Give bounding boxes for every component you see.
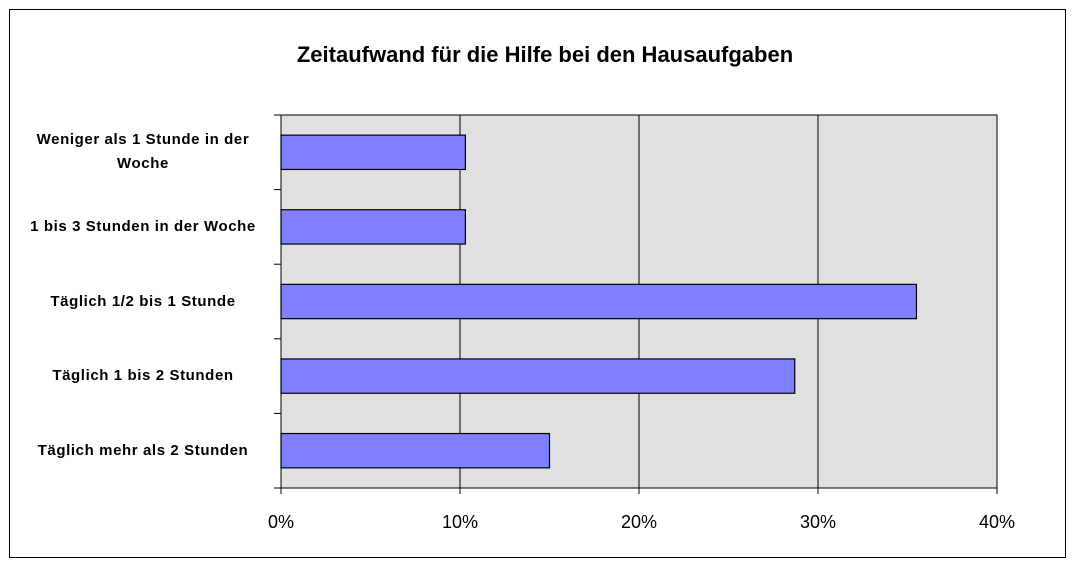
y-tick-label: Täglich 1 bis 2 Stunden	[52, 367, 234, 385]
x-tick-label: 20%	[621, 512, 657, 532]
x-tick-label: 40%	[979, 512, 1015, 532]
bar	[280, 283, 918, 320]
x-tick-label: 0%	[268, 512, 294, 532]
x-tick-label: 10%	[442, 512, 478, 532]
bar	[280, 209, 466, 245]
bar	[280, 358, 796, 394]
x-tick-label: 30%	[800, 512, 836, 532]
y-tick-label: 1 bis 3 Stunden in der Woche	[30, 217, 256, 235]
y-tick-label: Weniger als 1 Stunde in der Woche	[36, 131, 250, 173]
y-tick-label: Täglich 1/2 bis 1 Stunde	[50, 292, 236, 310]
chart-title: Zeitaufwand für die Hilfe bei den Hausau…	[297, 42, 793, 67]
y-tick-label: Täglich mehr als 2 Stunden	[37, 441, 249, 459]
bar	[280, 134, 466, 171]
bar	[280, 432, 551, 469]
